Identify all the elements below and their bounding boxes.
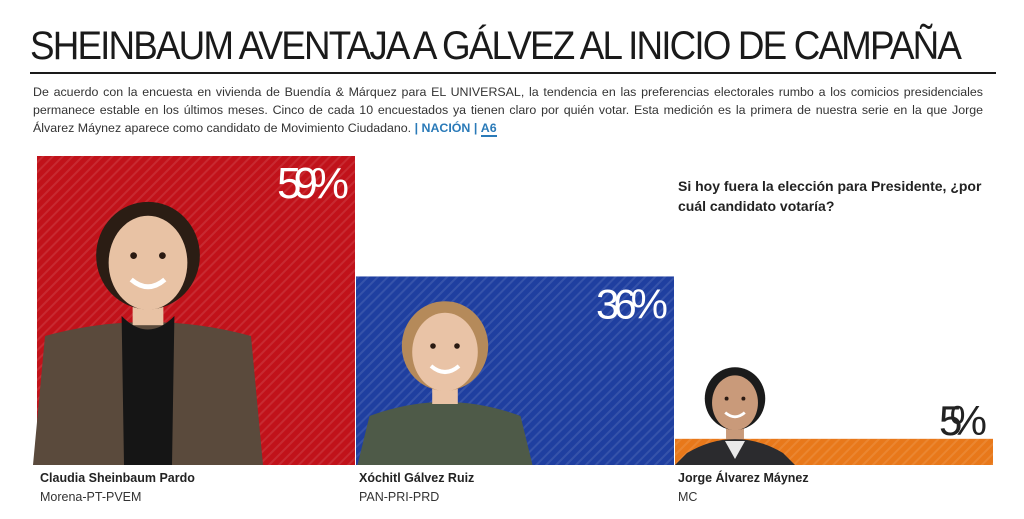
intro-paragraph: De acuerdo con la encuesta en vivienda d… <box>33 83 983 137</box>
candidate-portrait-2 <box>357 301 533 465</box>
headline: SHEINBAUM AVENTAJA A GÁLVEZ AL INICIO DE… <box>30 24 962 68</box>
title-divider <box>30 72 996 74</box>
candidate-name-3: Jorge Álvarez Máynez <box>678 471 809 485</box>
candidate-party-3: MC <box>678 490 698 504</box>
value-label-3: 5% <box>939 397 987 444</box>
survey-question: Si hoy fuera la elección para Presidente… <box>678 178 982 214</box>
candidate-portrait-1 <box>33 201 263 465</box>
intro-text: De acuerdo con la encuesta en vivienda d… <box>33 85 983 135</box>
candidate-portrait-3 <box>675 367 795 465</box>
section-reference[interactable]: | NACIÓN | <box>414 121 478 135</box>
value-label-1: 59% <box>277 159 349 208</box>
value-label-2: 36% <box>596 280 668 327</box>
candidate-name-2: Xóchitl Gálvez Ruiz <box>359 471 475 485</box>
candidate-party-2: PAN-PRI-PRD <box>359 490 440 504</box>
page-reference[interactable]: A6 <box>480 121 497 137</box>
candidate-name-1: Claudia Sheinbaum Pardo <box>40 471 195 485</box>
candidate-party-1: Morena-PT-PVEM <box>40 490 142 504</box>
